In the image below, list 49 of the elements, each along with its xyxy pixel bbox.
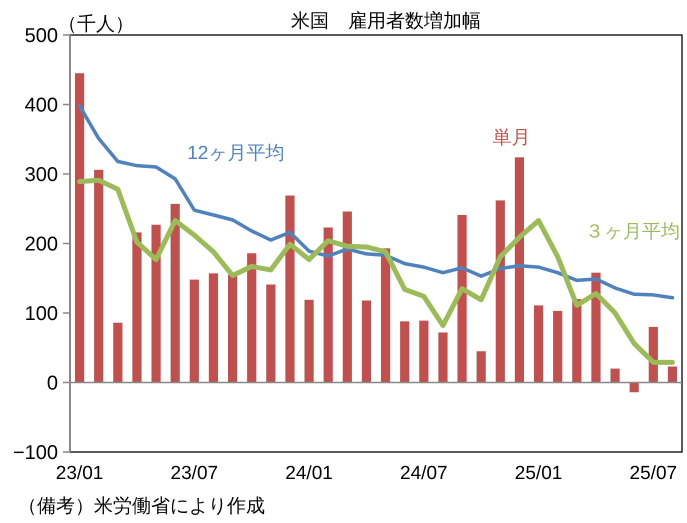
y-tick-label: 300 <box>24 164 58 186</box>
bar <box>304 300 314 382</box>
bar <box>668 366 678 382</box>
bar <box>400 321 410 382</box>
bar <box>553 310 562 382</box>
x-tick-label: 25/07 <box>630 463 678 484</box>
bar <box>190 280 199 382</box>
bar <box>228 274 238 382</box>
bar <box>151 224 161 382</box>
chart-title: 米国 雇用者数増加幅 <box>291 10 481 32</box>
x-tick-label: 23/01 <box>56 463 104 484</box>
bar <box>572 299 582 382</box>
bar <box>438 332 448 382</box>
bar <box>362 300 372 382</box>
bar <box>247 253 256 382</box>
bar <box>419 320 428 382</box>
bar <box>342 212 352 382</box>
bar <box>266 284 276 382</box>
y-tick-label: 500 <box>24 25 58 47</box>
bar <box>94 170 104 382</box>
bar <box>380 248 390 382</box>
x-tick-label: 23/07 <box>170 463 218 484</box>
y-tick-label: 0 <box>46 372 58 394</box>
y-axis-title: （千人） <box>58 14 134 35</box>
y-tick-label: −100 <box>12 442 58 464</box>
bar <box>132 232 142 382</box>
bar <box>496 200 505 382</box>
x-tick-label: 24/07 <box>400 463 448 484</box>
series-label: ３ヶ月平均 <box>585 221 680 242</box>
bar <box>113 322 122 382</box>
x-tick-label: 24/01 <box>285 463 333 484</box>
bar <box>630 382 639 392</box>
x-tick-label: 25/01 <box>514 463 562 484</box>
series-label: 単月 <box>492 127 530 148</box>
series-label: 12ヶ月平均 <box>187 142 284 164</box>
bar <box>457 215 467 382</box>
y-tick-label: 400 <box>24 94 58 116</box>
bar <box>324 228 333 382</box>
y-tick-label: 100 <box>24 303 58 325</box>
y-tick-label: 200 <box>24 234 58 256</box>
text: （備考）米労働省により作成 <box>18 496 265 517</box>
bar <box>208 273 218 382</box>
bar <box>534 305 544 382</box>
bar <box>285 196 295 382</box>
bar <box>170 204 180 382</box>
bar <box>476 351 486 382</box>
bar <box>74 73 84 382</box>
bar <box>610 368 620 382</box>
bar <box>514 157 524 382</box>
